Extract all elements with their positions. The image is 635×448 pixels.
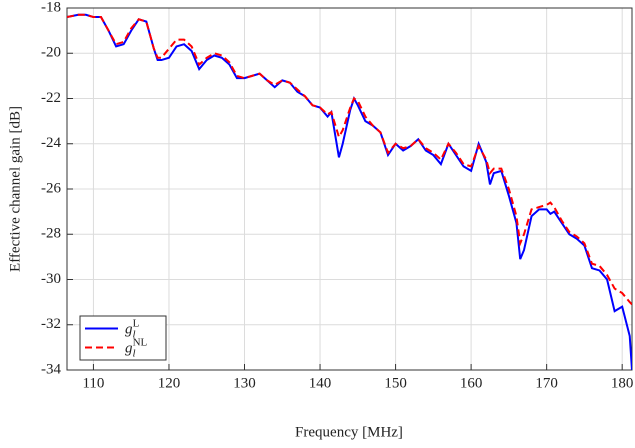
x-tick-label: 110	[82, 375, 104, 391]
x-tick-label: 170	[535, 375, 558, 391]
x-tick-label: 160	[460, 375, 483, 391]
x-tick-label: 180	[611, 375, 634, 391]
x-tick-label: 120	[158, 375, 181, 391]
legend-name: g	[125, 341, 133, 357]
x-tick-label: 140	[309, 375, 332, 391]
legend-superscript: NL	[133, 336, 148, 348]
y-tick-label: -26	[41, 180, 61, 196]
y-tick-label: -22	[41, 90, 61, 106]
y-tick-label: -30	[41, 271, 61, 287]
legend-subscript: l	[133, 347, 136, 359]
y-tick-label: -20	[41, 45, 61, 61]
plot-frame	[66, 7, 633, 371]
x-tick-label: 130	[233, 375, 256, 391]
x-tick-label: 150	[384, 375, 407, 391]
y-axis-label: Effective channel gain [dB]	[7, 106, 23, 272]
legend-label: glNL	[125, 336, 148, 359]
legend-superscript: L	[133, 317, 140, 329]
y-tick-label: -18	[41, 0, 61, 15]
y-tick-label: -24	[41, 135, 61, 151]
legend-label: glL	[125, 317, 140, 340]
legend-subscript: l	[133, 328, 136, 340]
x-axis-label: Frequency [MHz]	[295, 424, 403, 440]
series-line	[67, 13, 632, 370]
legend-box	[79, 315, 167, 361]
series-line	[67, 13, 632, 306]
y-tick-label: -34	[41, 361, 61, 377]
legend-name: g	[125, 322, 133, 338]
y-tick-label: -28	[41, 226, 61, 242]
y-tick-label: -32	[41, 316, 61, 332]
